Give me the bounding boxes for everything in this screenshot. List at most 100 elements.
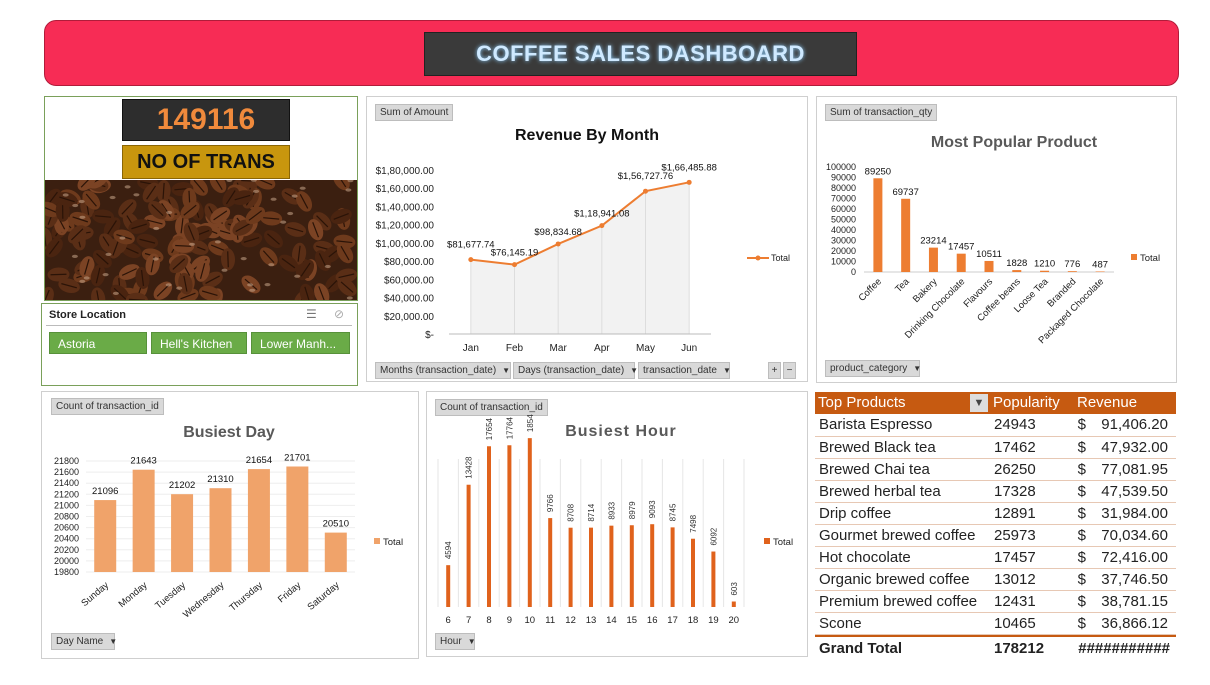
data-label: 21643	[130, 456, 156, 467]
data-label: 603	[730, 582, 739, 596]
bar	[1067, 271, 1077, 272]
data-label: 17457	[948, 242, 974, 253]
filter-day-name[interactable]: Day Name ▼	[51, 633, 117, 650]
slicer-item-hells-kitchen[interactable]: Hell's Kitchen	[151, 332, 247, 354]
bean-crease	[172, 258, 186, 270]
product-field-button[interactable]: Sum of transaction_qty	[825, 104, 938, 121]
bean-highlight	[249, 288, 256, 292]
filter-months[interactable]: Months (transaction_date) ▼	[375, 362, 511, 379]
data-label: 13428	[465, 456, 474, 479]
bean-crease	[107, 220, 117, 235]
y-tick-label: 80000	[831, 183, 856, 193]
x-tick-label: Feb	[506, 343, 524, 354]
data-point	[512, 262, 517, 268]
revenue-chart: Revenue By Month $- $20,000.00 $40,000.00 $6…	[376, 127, 790, 354]
filter-product-category-label: product_category	[830, 363, 908, 374]
revenue-value: 31,984.00	[1090, 502, 1176, 525]
chart-title: Revenue By Month	[515, 127, 659, 144]
product-name: Hot chocolate	[815, 546, 990, 569]
bean-highlight	[119, 236, 126, 240]
data-label: 17654	[485, 417, 494, 440]
filter-days[interactable]: Days (transaction_date) ▼	[513, 362, 638, 379]
bean-highlight	[299, 186, 306, 190]
bar	[589, 527, 593, 607]
x-tick-label: Wednesday	[181, 580, 227, 621]
table-row: Organic brewed coffee 13012 $37,746.50	[815, 568, 1176, 591]
bar	[1095, 271, 1105, 272]
data-label: 21654	[246, 455, 272, 466]
y-tick-label: 21400	[54, 478, 79, 488]
bean-crease	[95, 215, 112, 218]
table-row: Barista Espresso 24943 $91,406.20	[815, 414, 1176, 437]
filter-product-category[interactable]: product_category ▼	[825, 360, 921, 377]
clear-filter-icon[interactable]: ⊘	[334, 307, 345, 321]
filter-icon[interactable]: ▼	[970, 394, 988, 412]
header-revenue: Revenue	[1077, 394, 1138, 411]
y-tick-label: $1,00,000.00	[376, 239, 435, 250]
day-field-button[interactable]: Count of transaction_id	[51, 398, 164, 415]
multi-select-icon[interactable]: ☰	[306, 307, 317, 321]
x-tick-label: Sunday	[79, 580, 111, 609]
top-products-body: Barista Espresso 24943 $91,406.20 Brewed Bl…	[815, 414, 1176, 635]
filter-day-name-label: Day Name	[56, 636, 104, 647]
data-point	[555, 241, 561, 247]
y-tick-label: $-	[425, 330, 434, 341]
revenue-value: 70,034.60	[1090, 524, 1176, 547]
product-name: Gourmet brewed coffee	[815, 524, 990, 547]
currency-symbol: $	[1070, 436, 1090, 459]
filter-transaction-date[interactable]: transaction_date ▼	[638, 362, 731, 379]
bean-crease	[193, 180, 205, 193]
data-label: 4594	[444, 541, 453, 559]
bean-crease	[262, 250, 275, 264]
dropdown-icon: ▼	[722, 366, 731, 375]
filter-hour[interactable]: Hour ▼	[435, 633, 476, 650]
data-label: 18545	[526, 414, 535, 432]
bar	[132, 469, 155, 572]
popularity-value: 12431	[990, 590, 1070, 613]
collapse-button[interactable]: −	[783, 362, 796, 379]
bean-crease	[183, 204, 197, 216]
bean-crease	[263, 217, 280, 220]
product-name: Barista Espresso	[815, 414, 990, 437]
bean-highlight	[270, 197, 277, 201]
data-label: 9093	[648, 500, 657, 518]
popularity-value: 17462	[990, 436, 1070, 459]
bean-highlight	[324, 264, 331, 269]
bean-crease	[146, 219, 163, 225]
bar	[956, 253, 966, 272]
expand-button[interactable]: +	[768, 362, 781, 379]
product-name: Brewed herbal tea	[815, 480, 990, 503]
x-tick-label: 13	[586, 615, 597, 626]
slicer-item-astoria[interactable]: Astoria	[49, 332, 147, 354]
x-tick-label: Jun	[681, 343, 697, 354]
revenue-field-button[interactable]: Sum of Amount	[375, 104, 454, 121]
data-label: $76,145.19	[491, 248, 539, 259]
data-label: 8979	[628, 501, 637, 519]
x-tick-label: 11	[545, 615, 555, 626]
popularity-value: 17328	[990, 480, 1070, 503]
y-tick-label: 90000	[831, 173, 856, 183]
hour-field-button[interactable]: Count of transaction_id	[435, 399, 548, 416]
product-name: Brewed Black tea	[815, 436, 990, 459]
bean-crease	[146, 185, 157, 200]
bean-highlight	[221, 268, 228, 272]
bean-crease	[113, 287, 127, 300]
bean-crease	[304, 286, 311, 300]
revenue-value: 37,746.50	[1090, 568, 1176, 591]
filter-days-label: Days (transaction_date)	[518, 365, 625, 376]
revenue-value: 72,416.00	[1090, 546, 1176, 569]
slicer-item-lower-manhattan[interactable]: Lower Manh...	[251, 332, 350, 354]
bar	[928, 247, 938, 272]
data-label: 20510	[323, 519, 349, 530]
bean-crease	[205, 275, 220, 284]
header-top-products[interactable]: Top Products	[818, 394, 906, 411]
area-fill	[470, 182, 690, 334]
bean-crease	[297, 245, 301, 262]
currency-symbol: $	[1070, 612, 1090, 635]
table-row: Gourmet brewed coffee 25973 $70,034.60	[815, 524, 1176, 547]
bean-crease	[59, 196, 75, 203]
bean-highlight	[112, 291, 119, 295]
x-tick-label: Tea	[893, 276, 912, 295]
data-point	[468, 257, 474, 263]
x-tick-label: 18	[688, 615, 699, 626]
